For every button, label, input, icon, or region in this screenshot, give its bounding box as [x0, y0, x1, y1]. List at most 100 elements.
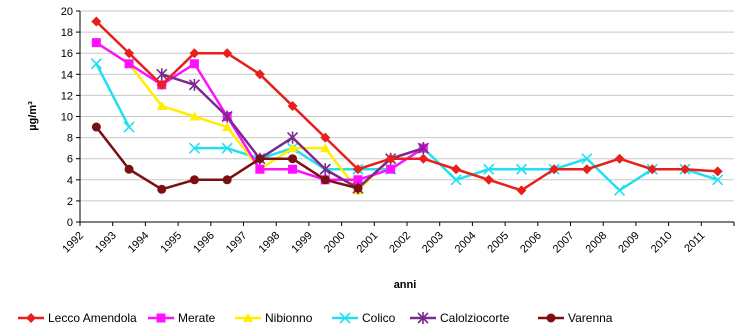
legend-item-nibionno: Nibionno — [235, 311, 313, 325]
y-tick-labels: 0 2 4 6 8 10 12 14 16 18 20 — [61, 6, 80, 229]
data-point-nibionno — [287, 143, 298, 153]
data-point-lecco-amendola — [516, 185, 527, 196]
data-point-lecco-amendola — [320, 132, 331, 143]
data-point-colico — [515, 163, 528, 175]
data-point-lecco-amendola — [549, 164, 560, 175]
data-point-lecco-amendola — [614, 153, 625, 164]
data-point-varenna — [255, 154, 265, 164]
gridlines — [80, 10, 734, 223]
x-tick-label: 2001 — [355, 230, 381, 256]
data-point-lecco-amendola — [451, 164, 462, 175]
series-line-colico — [95, 63, 131, 128]
series — [90, 16, 724, 196]
data-point-lecco-amendola — [581, 164, 592, 175]
data-point-merate — [386, 164, 396, 174]
x-tick-label: 1997 — [224, 230, 250, 256]
data-point-merate — [189, 59, 199, 69]
legend-swatch-marker — [156, 313, 166, 323]
data-point-lecco-amendola — [679, 164, 690, 175]
legend-label: Colico — [362, 311, 396, 325]
x-tick-label: 2011 — [682, 230, 707, 255]
data-point-calolziocorte — [156, 68, 168, 81]
data-point-colico — [483, 163, 495, 175]
data-point-colico — [123, 121, 135, 133]
data-point-merate — [288, 164, 298, 174]
series-lecco-amendola — [91, 16, 723, 196]
legend-item-varenna: Varenna — [538, 311, 613, 325]
data-point-lecco-amendola — [385, 153, 396, 164]
data-point-lecco-amendola — [712, 166, 723, 177]
x-axis-title: anni — [394, 279, 417, 291]
x-tick-labels: 1992 1993 1994 1995 1996 1997 1998 1999 2000 2001… — [60, 222, 735, 256]
y-tick-label: 10 — [61, 112, 73, 124]
data-point-colico — [90, 58, 102, 70]
x-tick-label: 2005 — [485, 230, 511, 256]
x-tick-label: 2000 — [322, 230, 348, 256]
legend-item-lecco-amendola: Lecco Amendola — [18, 311, 137, 325]
y-tick-label: 16 — [61, 48, 73, 60]
legend-item-colico: Colico — [332, 311, 396, 325]
x-tick-label: 2004 — [453, 230, 479, 256]
data-point-lecco-amendola — [352, 164, 363, 175]
data-point-colico — [450, 174, 462, 186]
x-tick-label: 1992 — [60, 230, 86, 256]
y-tick-label: 20 — [61, 6, 73, 18]
data-point-calolziocorte — [286, 131, 299, 144]
data-point-colico — [581, 153, 593, 165]
legend-swatch-marker — [339, 312, 351, 324]
x-tick-label: 1998 — [257, 230, 283, 256]
legend: Lecco Amendola Merate Nibionno Colico Calolz… — [18, 311, 613, 325]
series-line-lecco-amendola — [95, 20, 718, 192]
data-point-varenna — [124, 164, 134, 174]
series-colico — [90, 58, 724, 196]
series-calolziocorte — [156, 68, 429, 195]
data-point-merate — [91, 38, 101, 48]
data-point-calolziocorte — [221, 110, 233, 123]
y-tick-label: 8 — [67, 133, 73, 145]
data-point-varenna — [288, 154, 298, 164]
data-point-colico — [221, 142, 233, 154]
legend-label: Merate — [178, 311, 216, 325]
data-point-lecco-amendola — [287, 100, 298, 111]
data-point-varenna — [189, 175, 199, 185]
series-varenna — [91, 122, 363, 194]
x-tick-label: 2007 — [551, 230, 577, 256]
data-point-nibionno — [156, 100, 167, 110]
y-tick-label: 18 — [61, 27, 73, 39]
data-point-lecco-amendola — [647, 164, 658, 175]
legend-swatch-marker — [26, 313, 36, 323]
data-point-nibionno — [222, 122, 233, 132]
x-tick-label: 1994 — [126, 230, 152, 256]
data-point-colico — [712, 174, 724, 186]
data-point-calolziocorte — [417, 142, 429, 155]
data-point-merate — [124, 59, 134, 69]
legend-label: Varenna — [568, 311, 613, 325]
data-point-lecco-amendola — [189, 48, 200, 59]
legend-item-merate: Merate — [148, 311, 216, 325]
x-tick-label: 1995 — [158, 230, 184, 256]
data-point-colico — [613, 184, 626, 196]
legend-label: Nibionno — [265, 311, 313, 325]
data-point-varenna — [320, 175, 330, 185]
x-tick-label: 1999 — [289, 230, 315, 256]
data-point-lecco-amendola — [483, 174, 494, 185]
legend-label: Calolziocorte — [440, 311, 510, 325]
legend-swatch-marker — [417, 312, 429, 324]
data-point-calolziocorte — [188, 78, 201, 91]
data-point-merate — [255, 164, 265, 174]
x-tick-label: 2002 — [387, 230, 413, 256]
legend-swatch-marker — [546, 313, 556, 323]
data-point-lecco-amendola — [91, 16, 102, 27]
y-tick-label: 12 — [61, 90, 73, 102]
x-tick-label: 2006 — [518, 230, 544, 256]
x-tick-label: 2009 — [616, 230, 642, 256]
y-axis-title: µg/m³ — [27, 101, 39, 131]
data-point-varenna — [157, 184, 167, 194]
y-tick-label: 2 — [67, 196, 73, 208]
data-point-lecco-amendola — [222, 48, 233, 59]
data-point-merate — [353, 175, 363, 185]
data-point-varenna — [91, 122, 101, 132]
data-point-lecco-amendola — [418, 153, 429, 164]
data-point-colico — [188, 142, 201, 154]
legend-label: Lecco Amendola — [48, 311, 137, 325]
